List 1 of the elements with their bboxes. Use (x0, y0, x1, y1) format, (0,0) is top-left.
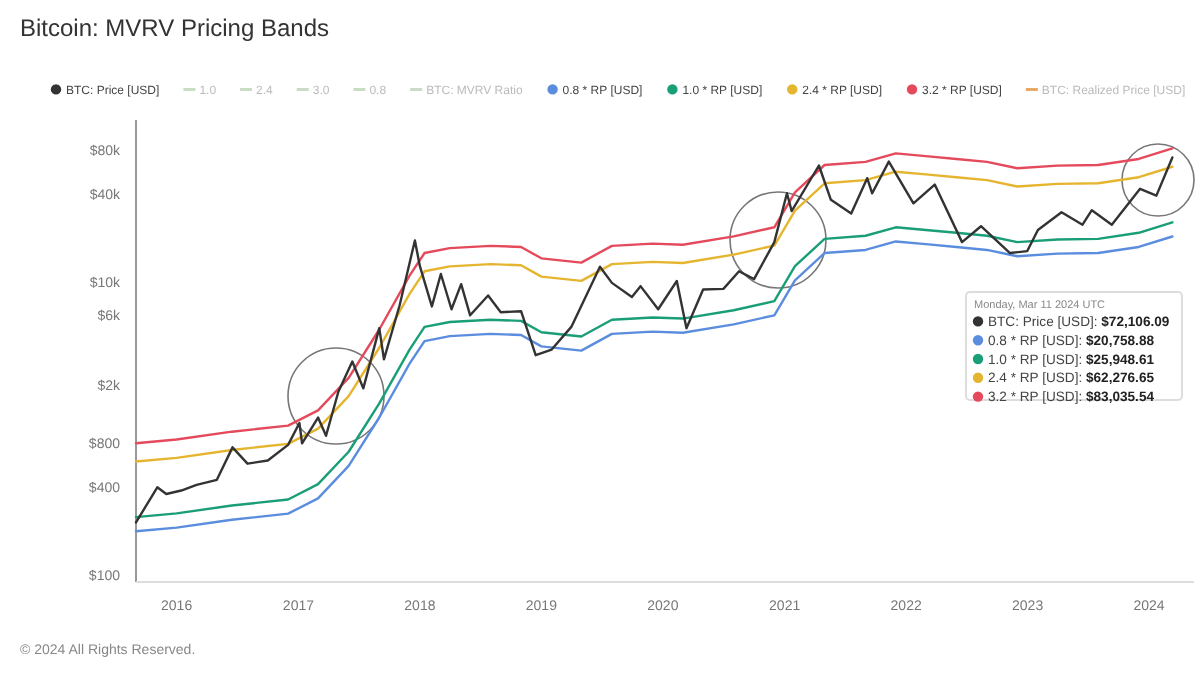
chart-title: Bitcoin: MVRV Pricing Bands (20, 14, 330, 42)
